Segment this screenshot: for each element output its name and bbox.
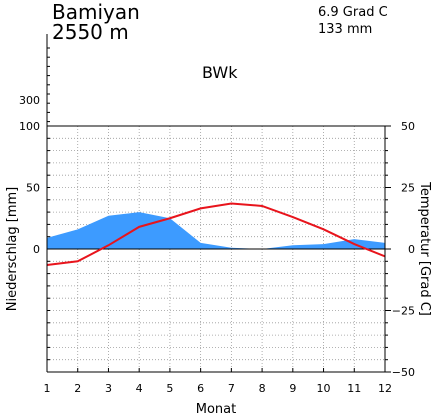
- y-left-tick-label: 0: [33, 243, 40, 256]
- y-right-tick-label: 25: [401, 182, 415, 195]
- station-altitude: 2550 m: [52, 20, 129, 44]
- x-tick-label: 2: [74, 382, 81, 395]
- x-tick-label: 9: [289, 382, 296, 395]
- y-right-tick-label: 0: [408, 243, 415, 256]
- x-tick-label: 8: [259, 382, 266, 395]
- x-tick-label: 10: [317, 382, 331, 395]
- x-tick-label: 6: [197, 382, 204, 395]
- x-tick-label: 12: [378, 382, 392, 395]
- y-right-tick-label: −25: [392, 305, 415, 318]
- x-tick-label: 5: [166, 382, 173, 395]
- station-name: Bamiyan: [52, 0, 140, 24]
- temperature-series: [46, 202, 386, 266]
- y-right-tick-label: −50: [392, 366, 415, 379]
- y-left-axis-title: Niederschlag [mm]: [5, 187, 20, 312]
- x-tick-label: 1: [44, 382, 51, 395]
- precipitation-series: [47, 212, 385, 249]
- y-right-tick-label: 50: [401, 120, 415, 133]
- precipitation-area: [47, 212, 385, 250]
- y-left-tick-label: 50: [26, 182, 40, 195]
- x-axis-title: Monat: [196, 402, 236, 416]
- upper-precip-axis: [46, 34, 50, 126]
- x-tick-label: 11: [347, 382, 361, 395]
- y-right-axis-title: Temperatur [Grad C]: [417, 181, 432, 316]
- x-tick-label: 4: [136, 382, 143, 395]
- x-tick-label: 7: [228, 382, 235, 395]
- climate-classification: BWk: [202, 63, 238, 82]
- temperature-line: [46, 202, 386, 266]
- y-left-upper-tick-label: 300: [19, 94, 40, 107]
- y-left-tick-label: 100: [19, 120, 40, 133]
- annual-precipitation: 133 mm: [318, 22, 373, 37]
- mean-temperature: 6.9 Grad C: [318, 5, 388, 20]
- x-tick-label: 3: [105, 382, 112, 395]
- axes: [46, 125, 391, 373]
